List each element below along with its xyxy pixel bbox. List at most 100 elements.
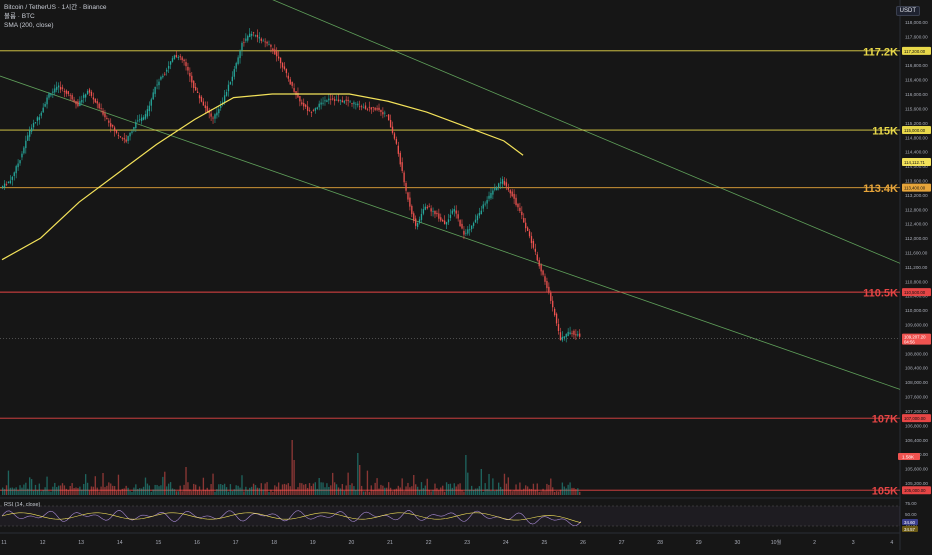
candle xyxy=(474,219,477,223)
candle xyxy=(146,109,149,117)
volume-bar xyxy=(185,467,187,495)
candle xyxy=(453,209,455,212)
candle xyxy=(19,160,21,164)
candle xyxy=(324,100,326,102)
volume-bar xyxy=(343,490,345,495)
y-tick-label: 107,600.00 xyxy=(905,395,928,400)
volume-bar xyxy=(285,484,288,495)
y-tick-label: 112,400.00 xyxy=(905,222,928,227)
y-tick-label: 110,800.00 xyxy=(905,279,928,284)
volume-bar xyxy=(470,485,473,495)
volume-bar xyxy=(494,491,496,495)
volume-bar xyxy=(498,482,500,495)
candle xyxy=(490,192,492,199)
volume-bar xyxy=(104,487,106,495)
volume-bar xyxy=(341,484,344,495)
symbol-title[interactable]: Bitcoin / TetherUS · 1시간 · Binance xyxy=(4,4,107,11)
candle xyxy=(395,138,398,144)
volume-bar xyxy=(569,482,571,495)
current-price-badge xyxy=(902,333,931,345)
volume-bar xyxy=(571,487,573,495)
quote-currency-badge[interactable]: USDT xyxy=(895,6,920,16)
candle xyxy=(131,131,133,133)
candle xyxy=(169,61,172,65)
candle xyxy=(166,69,168,72)
volume-bar xyxy=(415,484,417,495)
volume-bar xyxy=(577,488,579,495)
candle xyxy=(225,91,228,96)
volume-bar xyxy=(399,487,401,495)
candle xyxy=(67,91,69,94)
volume-bar xyxy=(544,490,546,495)
candle xyxy=(542,270,544,275)
volume-bar xyxy=(339,488,342,495)
volume-bar xyxy=(407,482,409,495)
candle xyxy=(200,96,203,102)
volume-bar xyxy=(480,469,482,495)
candle xyxy=(388,114,390,121)
candle xyxy=(467,229,469,234)
volume-bar xyxy=(268,491,270,495)
candle xyxy=(241,42,243,51)
candle xyxy=(397,145,399,154)
volume-bar xyxy=(106,485,108,495)
volume-bar xyxy=(158,486,160,495)
candle xyxy=(505,182,508,187)
candle xyxy=(438,213,440,219)
x-tick-label: 21 xyxy=(387,540,393,546)
candle xyxy=(488,195,490,199)
volume-bar xyxy=(517,489,519,495)
candle xyxy=(332,98,334,100)
candle xyxy=(359,106,361,108)
volume-bar xyxy=(277,482,280,495)
y-tick-label: 114,000.00 xyxy=(905,164,928,169)
sma-indicator-label[interactable]: SMA (200, close) xyxy=(4,22,54,29)
candle xyxy=(245,38,247,41)
candle xyxy=(249,33,251,38)
volume-bar xyxy=(225,487,228,495)
volume-bar xyxy=(137,488,139,495)
candle xyxy=(30,127,33,132)
candle xyxy=(534,248,537,252)
volume-bar xyxy=(108,482,110,495)
volume-bar xyxy=(117,474,120,495)
volume-bar xyxy=(171,488,174,495)
volume-bar xyxy=(310,486,313,495)
volume-bar xyxy=(496,489,498,495)
volume-bar xyxy=(492,478,494,495)
volume-bar xyxy=(125,485,127,495)
candle xyxy=(79,101,81,107)
volume-bar xyxy=(245,486,247,495)
volume-bar xyxy=(366,470,369,495)
candle xyxy=(106,117,108,120)
volume-bar xyxy=(355,490,357,495)
candle xyxy=(322,102,324,104)
volume-indicator-label[interactable]: 볼륨 · BTC xyxy=(4,13,35,20)
volume-bar xyxy=(526,486,529,495)
volume-bar xyxy=(540,491,542,495)
volume-bar xyxy=(243,491,245,495)
candle xyxy=(457,214,459,219)
volume-bar xyxy=(330,485,332,495)
volume-bar xyxy=(459,483,461,495)
upper-trend-line xyxy=(272,0,901,264)
volume-bar xyxy=(152,489,154,495)
volume-bar xyxy=(69,486,71,495)
candle xyxy=(303,102,305,107)
level-label: 113.4K xyxy=(863,183,898,195)
candle xyxy=(218,109,220,114)
volume-bar xyxy=(279,489,282,495)
candle xyxy=(501,179,504,184)
level-axis-badge xyxy=(902,46,931,55)
candle xyxy=(187,67,189,71)
volume-bar xyxy=(434,483,436,495)
volume-bar xyxy=(206,487,208,495)
volume-bar xyxy=(231,491,233,495)
current-price-value: 109,207.20 xyxy=(904,335,926,340)
candle xyxy=(237,57,239,64)
x-tick-label: 4 xyxy=(890,540,893,546)
candle xyxy=(341,100,344,103)
candle xyxy=(59,87,62,90)
